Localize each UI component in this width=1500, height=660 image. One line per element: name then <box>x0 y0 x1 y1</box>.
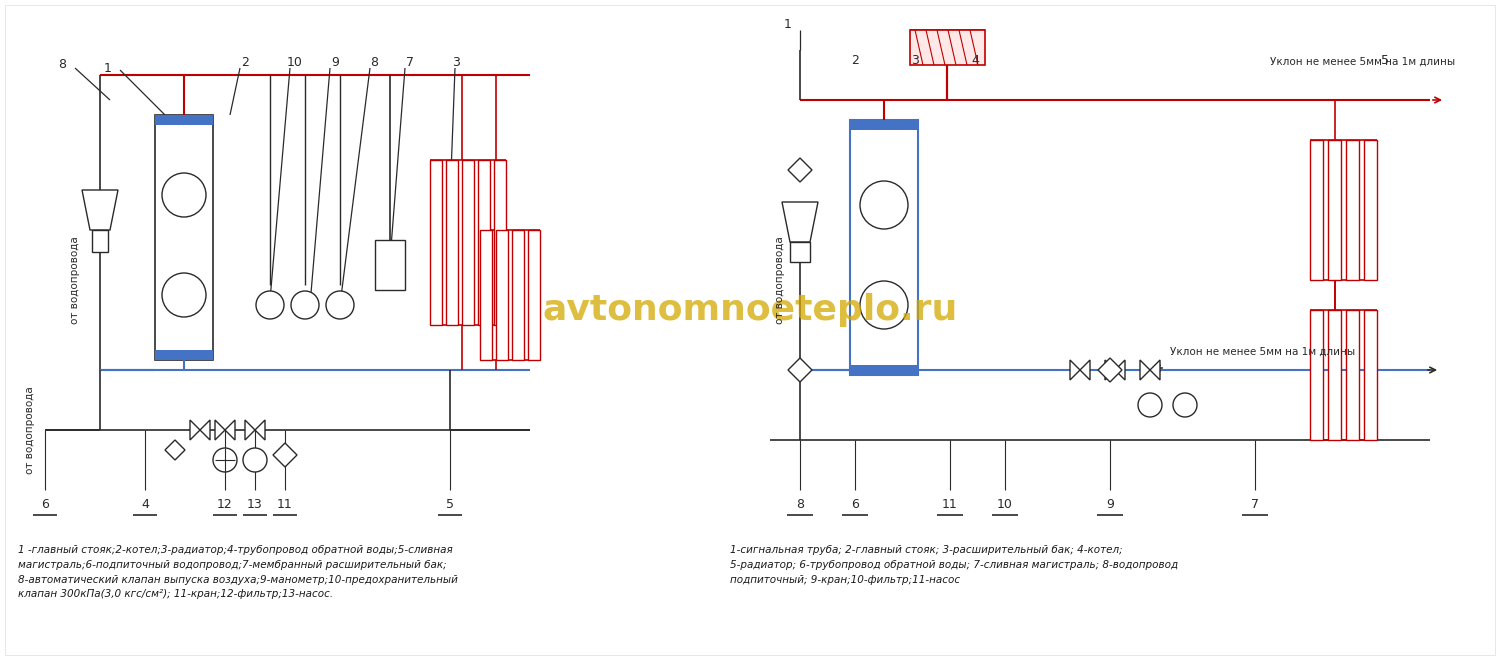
Polygon shape <box>788 358 812 382</box>
Bar <box>512 230 524 360</box>
Text: 7: 7 <box>1251 498 1258 512</box>
Polygon shape <box>1114 360 1125 380</box>
Bar <box>480 230 492 360</box>
Polygon shape <box>165 440 184 460</box>
Text: Уклон не менее 5мм на 1м длины: Уклон не менее 5мм на 1м длины <box>1270 57 1455 67</box>
Bar <box>1346 310 1359 440</box>
Circle shape <box>256 291 284 319</box>
Bar <box>478 160 490 325</box>
Polygon shape <box>1150 360 1160 380</box>
Bar <box>910 30 986 65</box>
Bar <box>446 160 458 325</box>
Circle shape <box>859 281 907 329</box>
Bar <box>1364 140 1377 280</box>
Text: 1 -главный стояк;2-котел;3-радиатор;4-трубопровод обратной воды;5-сливная
магист: 1 -главный стояк;2-котел;3-радиатор;4-тр… <box>18 545 458 599</box>
Bar <box>154 115 213 125</box>
Bar <box>1364 310 1377 440</box>
Text: 11: 11 <box>942 498 958 512</box>
Text: от водопровода: от водопровода <box>26 386 34 474</box>
Circle shape <box>1173 393 1197 417</box>
Bar <box>850 365 918 375</box>
Text: 9: 9 <box>1106 498 1114 512</box>
Circle shape <box>213 448 237 472</box>
Polygon shape <box>788 158 812 182</box>
Text: 11: 11 <box>278 498 292 512</box>
Circle shape <box>162 173 206 217</box>
Polygon shape <box>244 420 255 440</box>
Bar <box>528 230 540 360</box>
Text: 13: 13 <box>248 498 262 512</box>
Polygon shape <box>200 420 210 440</box>
Bar <box>1328 310 1341 440</box>
Bar <box>1328 140 1341 280</box>
Text: 3: 3 <box>910 53 920 67</box>
Text: от водопровода: от водопровода <box>776 236 784 324</box>
Text: Уклон не менее 5мм на 1м длины: Уклон не менее 5мм на 1м длины <box>1170 347 1354 357</box>
Text: 12: 12 <box>217 498 232 512</box>
Circle shape <box>326 291 354 319</box>
Text: от водопровода: от водопровода <box>70 236 80 324</box>
Polygon shape <box>214 420 225 440</box>
Bar <box>1346 140 1359 280</box>
Text: 1: 1 <box>784 18 792 32</box>
Text: 5: 5 <box>446 498 454 512</box>
Text: 4: 4 <box>141 498 148 512</box>
Text: 5: 5 <box>1382 53 1389 67</box>
Polygon shape <box>1070 360 1080 380</box>
Bar <box>92 230 108 252</box>
Polygon shape <box>225 420 236 440</box>
Polygon shape <box>255 420 266 440</box>
Bar <box>1310 310 1323 440</box>
Text: 6: 6 <box>40 498 50 512</box>
Text: 9: 9 <box>332 55 339 69</box>
Text: 10: 10 <box>998 498 1012 512</box>
Bar <box>430 160 442 325</box>
Text: 6: 6 <box>850 498 859 512</box>
Text: 8: 8 <box>370 55 378 69</box>
Text: 3: 3 <box>452 55 460 69</box>
Polygon shape <box>1106 360 1114 380</box>
Bar <box>790 242 810 262</box>
Polygon shape <box>782 202 818 242</box>
Text: 1-сигнальная труба; 2-главный стояк; 3-расширительный бак; 4-котел;
5-радиатор; : 1-сигнальная труба; 2-главный стояк; 3-р… <box>730 545 1178 585</box>
Circle shape <box>859 181 907 229</box>
Bar <box>462 160 474 325</box>
Polygon shape <box>273 443 297 467</box>
Bar <box>850 120 918 375</box>
Bar <box>154 115 213 360</box>
Text: 1: 1 <box>104 61 112 75</box>
Text: avtonomnoeteplo.ru: avtonomnoeteplo.ru <box>543 293 957 327</box>
Polygon shape <box>1140 360 1150 380</box>
Polygon shape <box>190 420 200 440</box>
Text: 2: 2 <box>850 53 859 67</box>
Bar <box>1310 140 1323 280</box>
Bar <box>494 160 506 325</box>
Text: 7: 7 <box>406 55 414 69</box>
Circle shape <box>243 448 267 472</box>
Circle shape <box>1138 393 1162 417</box>
Polygon shape <box>82 190 118 230</box>
Text: 2: 2 <box>242 55 249 69</box>
Polygon shape <box>1080 360 1090 380</box>
Bar <box>496 230 508 360</box>
Text: 4: 4 <box>970 53 980 67</box>
Circle shape <box>291 291 320 319</box>
Text: 10: 10 <box>286 55 303 69</box>
Text: 8: 8 <box>58 59 66 71</box>
Text: 8: 8 <box>796 498 804 512</box>
Bar <box>850 120 918 130</box>
Bar <box>154 350 213 360</box>
Bar <box>375 240 405 290</box>
Polygon shape <box>1098 358 1122 382</box>
Circle shape <box>162 273 206 317</box>
